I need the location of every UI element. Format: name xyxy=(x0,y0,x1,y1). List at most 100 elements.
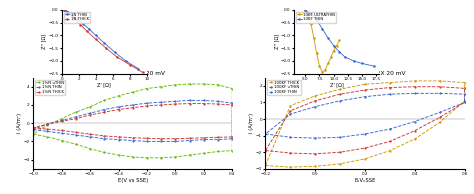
1%N THIN xyxy=(201,139,207,141)
Line: 100KF THICK: 100KF THICK xyxy=(264,80,465,168)
100KF THICK xyxy=(387,81,392,84)
Title: CV 1% NAFION 20 mV: CV 1% NAFION 20 mV xyxy=(100,71,165,76)
100KF uTHIN xyxy=(263,149,268,152)
1%N THICK xyxy=(201,137,207,139)
1%N THIN xyxy=(30,128,36,131)
100KF THIN xyxy=(437,92,442,94)
100KF THICK xyxy=(337,163,343,165)
1%N THICK xyxy=(215,136,221,139)
1%N THICK xyxy=(144,137,150,139)
100KF uTHIN xyxy=(337,151,343,153)
1%N uTHIN xyxy=(45,124,50,126)
1%N THIN xyxy=(215,100,221,102)
100KF THIN xyxy=(362,95,368,98)
Line: 1%N uTHIN: 1%N uTHIN xyxy=(32,83,233,159)
10KF THIN xyxy=(337,51,342,53)
1N THICK xyxy=(72,17,77,20)
10KF THIN xyxy=(371,65,376,67)
100KF THIN xyxy=(263,133,268,135)
100KF uTHIN xyxy=(287,110,293,112)
1N THIN xyxy=(65,11,71,13)
10KF ULTRATHIN xyxy=(331,49,337,52)
1%N uTHIN xyxy=(158,157,164,159)
100KF THICK xyxy=(263,164,268,167)
1%N uTHIN xyxy=(158,86,164,88)
100KF THICK xyxy=(362,158,368,160)
1%N uTHIN xyxy=(59,117,64,120)
X-axis label: EᵥVᵥSSE: EᵥVᵥSSE xyxy=(354,178,376,183)
100KF THIN xyxy=(462,101,467,104)
Y-axis label: Z'' [Ω]: Z'' [Ω] xyxy=(42,34,47,49)
Line: 100KF THIN: 100KF THIN xyxy=(264,93,465,139)
1%N uTHIN xyxy=(116,95,121,97)
1N THIN xyxy=(112,51,118,53)
1%N THIN xyxy=(59,132,64,134)
10KF THIN xyxy=(308,12,314,15)
10KF ULTRATHIN xyxy=(308,23,314,25)
1%N THIN xyxy=(229,138,235,140)
10KF ULTRATHIN xyxy=(317,65,322,67)
1%N uTHIN xyxy=(73,143,79,145)
10KF THIN xyxy=(302,9,308,12)
Line: 1%N THICK: 1%N THICK xyxy=(32,103,233,139)
1%N uTHIN xyxy=(187,154,192,156)
Line: 10KF THIN: 10KF THIN xyxy=(304,10,374,67)
1%N THICK xyxy=(45,123,50,125)
1%N uTHIN xyxy=(30,133,36,135)
1%N uTHIN xyxy=(30,133,36,135)
1%N THIN xyxy=(30,128,36,131)
1N THIN xyxy=(123,60,128,62)
100KF THICK xyxy=(462,100,467,102)
Legend: 10KF ULTRATHIN, 10KF THIN: 10KF ULTRATHIN, 10KF THIN xyxy=(296,12,336,23)
1%N THICK xyxy=(87,133,93,135)
1%N THICK xyxy=(130,107,136,109)
X-axis label: Z' [Ω]: Z' [Ω] xyxy=(329,83,344,87)
1%N THIN xyxy=(101,138,107,140)
100KF THIN xyxy=(263,133,268,135)
10KF ULTRATHIN xyxy=(311,37,317,39)
1%N uTHIN xyxy=(229,149,235,152)
1N THIN xyxy=(136,68,141,70)
1N THIN xyxy=(69,14,75,16)
1%N THICK xyxy=(229,136,235,138)
10KF ULTRATHIN xyxy=(325,62,331,65)
100KF THIN xyxy=(387,128,392,130)
100KF THIN xyxy=(337,136,343,139)
1%N THIN xyxy=(144,102,150,104)
10KF ULTRATHIN xyxy=(334,44,339,47)
1%N uTHIN xyxy=(215,150,221,153)
1%N uTHIN xyxy=(101,151,107,153)
1%N THICK xyxy=(201,102,207,105)
10KF THIN xyxy=(331,44,337,47)
1%N uTHIN xyxy=(144,87,150,90)
Legend: 1%N uTHIN, 1%N THIN, 1%N THICK: 1%N uTHIN, 1%N THIN, 1%N THICK xyxy=(35,80,65,95)
1%N THIN xyxy=(130,139,136,142)
100KF uTHIN xyxy=(412,129,418,132)
1%N uTHIN xyxy=(187,83,192,85)
1%N THIN xyxy=(116,106,121,108)
Y-axis label: i (A/m²): i (A/m²) xyxy=(249,113,255,133)
10KF ULTRATHIN xyxy=(328,56,334,58)
1N THIN xyxy=(61,9,67,11)
1%N THIN xyxy=(144,140,150,143)
100KF THIN xyxy=(412,120,418,123)
1%N uTHIN xyxy=(116,154,121,156)
Y-axis label: i (A/m²): i (A/m²) xyxy=(17,113,22,133)
100KF uTHIN xyxy=(337,93,343,95)
1%N uTHIN xyxy=(215,84,221,86)
100KF THIN xyxy=(437,111,442,113)
100KF uTHIN xyxy=(263,149,268,152)
1N THICK xyxy=(103,47,109,49)
1%N THICK xyxy=(158,104,164,106)
1N THICK xyxy=(127,64,133,66)
1N THIN xyxy=(93,34,99,36)
100KF THICK xyxy=(437,80,442,82)
1%N THIN xyxy=(87,112,93,114)
10KF ULTRATHIN xyxy=(319,71,325,74)
1%N THICK xyxy=(215,103,221,105)
Line: 1N THIN: 1N THIN xyxy=(63,9,139,70)
100KF THICK xyxy=(312,95,318,97)
1%N THICK xyxy=(30,126,36,129)
1%N THIN xyxy=(101,108,107,111)
1%N uTHIN xyxy=(101,99,107,102)
